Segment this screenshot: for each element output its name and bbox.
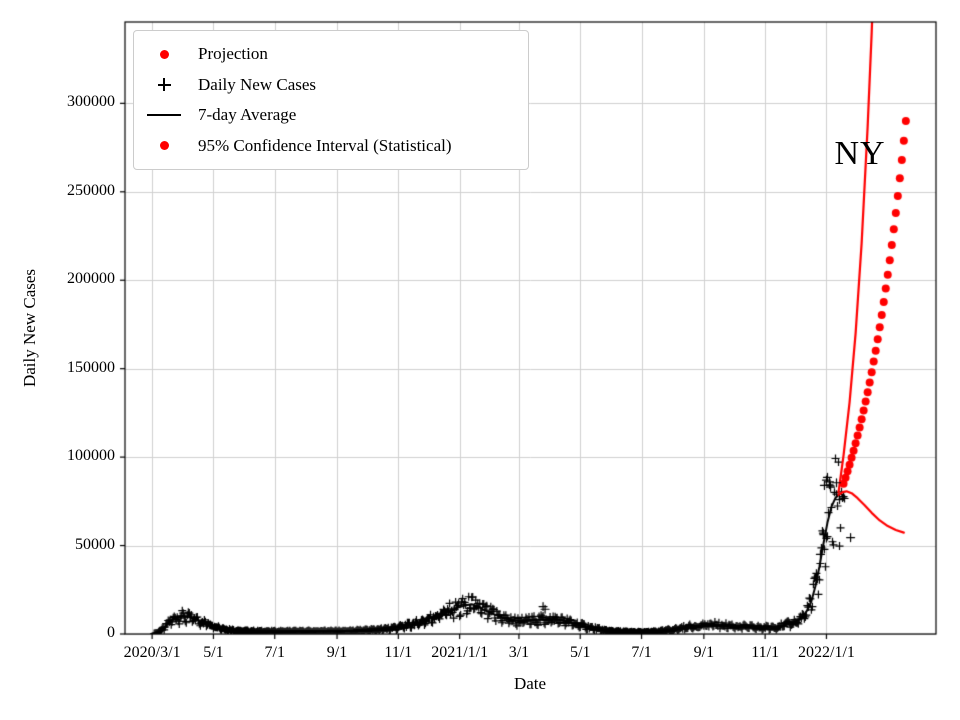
- y-tick-label: 200000: [67, 270, 115, 288]
- x-tick-label: 5/1: [570, 644, 591, 661]
- legend: Projection Daily New Cases 7-day Average…: [133, 30, 529, 170]
- legend-item-7day-average: 7-day Average: [144, 100, 518, 130]
- x-tick-label: 5/1: [203, 644, 224, 661]
- plus-marker-icon: [157, 78, 171, 92]
- legend-item-daily-new-cases: Daily New Cases: [144, 70, 518, 100]
- projection-dot-icon: [159, 49, 169, 59]
- x-tick-label: 2020/3/1: [123, 644, 181, 661]
- x-axis-label: Date: [513, 674, 547, 693]
- x-tick-label: 11/1: [751, 644, 780, 661]
- x-tick-label: 9/1: [326, 644, 348, 661]
- legend-item-projection: Projection: [144, 39, 518, 69]
- legend-label-daily-new-cases: Daily New Cases: [198, 74, 317, 94]
- state-annotation: NY: [834, 135, 886, 172]
- x-tick-label: 2021/1/1: [431, 644, 489, 661]
- legend-label-projection: Projection: [198, 44, 268, 64]
- line-marker-icon: [147, 114, 181, 117]
- x-tick-label: 7/1: [631, 644, 652, 661]
- legend-handle: [144, 141, 184, 151]
- x-tick-label: 9/1: [693, 644, 715, 661]
- y-tick-label: 0: [107, 624, 115, 641]
- legend-handle: [144, 78, 184, 92]
- y-tick-label: 300000: [67, 93, 115, 111]
- y-tick-label: 150000: [67, 358, 115, 376]
- y-tick-label: 100000: [67, 447, 115, 465]
- x-tick-label: 11/1: [384, 644, 413, 661]
- x-tick-label: 2022/1/1: [798, 644, 855, 661]
- legend-handle: [144, 49, 184, 59]
- confidence-dot-icon: [159, 141, 169, 151]
- x-tick-label: 3/1: [508, 644, 530, 661]
- legend-label-confidence-interval: 95% Confidence Interval (Statistical): [198, 135, 452, 155]
- y-tick-label: 50000: [75, 535, 115, 553]
- y-tick-label: 250000: [67, 181, 115, 199]
- legend-label-7day-average: 7-day Average: [198, 105, 297, 125]
- y-axis-label: Daily New Cases: [20, 268, 39, 388]
- legend-handle: [144, 114, 184, 117]
- legend-item-confidence-interval: 95% Confidence Interval (Statistical): [144, 131, 518, 161]
- x-tick-label: 7/1: [264, 644, 285, 661]
